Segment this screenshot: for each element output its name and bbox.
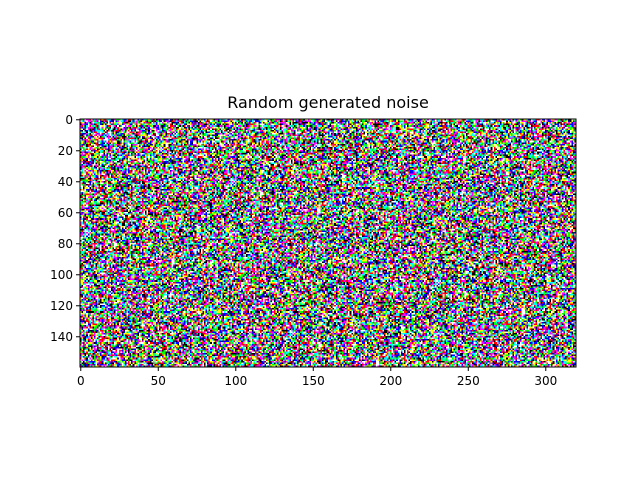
x-tick-label: 0 (77, 374, 85, 388)
y-tick-label: 60 (58, 206, 73, 220)
y-tick-label: 100 (50, 268, 73, 282)
y-tick-label: 20 (58, 144, 73, 158)
y-tick-label: 40 (58, 175, 73, 189)
y-axis: 0 20 40 60 80 100 120 140 (50, 113, 80, 344)
x-tick-label: 100 (224, 374, 247, 388)
noise-image (80, 119, 576, 367)
y-tick-label: 140 (50, 330, 73, 344)
x-tick-label: 50 (151, 374, 166, 388)
x-tick-label: 150 (302, 374, 325, 388)
chart-title: Random generated noise (227, 93, 429, 112)
x-tick-label: 250 (457, 374, 480, 388)
x-tick-label: 300 (534, 374, 557, 388)
y-tick-label: 120 (50, 299, 73, 313)
plot-area (80, 119, 576, 367)
x-axis: 0 50 100 150 200 250 300 (77, 367, 557, 388)
x-tick-label: 200 (379, 374, 402, 388)
axes-frame (79, 118, 577, 368)
y-tick-label: 0 (65, 113, 73, 127)
y-tick-label: 80 (58, 237, 73, 251)
